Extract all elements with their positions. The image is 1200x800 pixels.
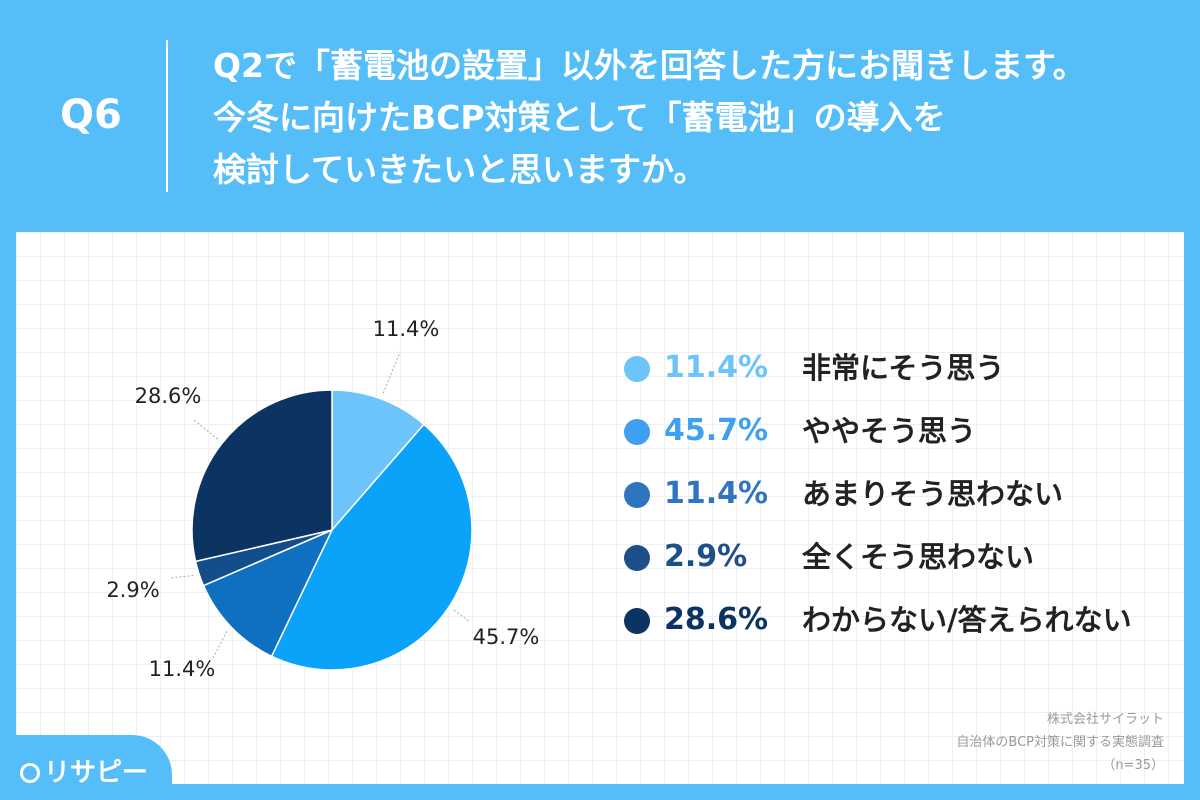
slice-data-label: 11.4% bbox=[149, 657, 216, 681]
header-divider bbox=[166, 40, 168, 192]
leader-line bbox=[382, 351, 401, 394]
pie-slice bbox=[331, 389, 425, 533]
legend-value: 11.4% bbox=[664, 350, 769, 385]
header: Q6 Q2で「蓄電池の設置」以外を回答した方にお聞きします。 今冬に向けたBCP… bbox=[0, 0, 1200, 232]
legend-label: ややそう思う bbox=[802, 414, 977, 448]
question-line: 検討していきたいと思いますか。 bbox=[213, 150, 707, 189]
legend-dot bbox=[624, 482, 650, 508]
legend-label: 非常にそう思う bbox=[802, 351, 1005, 385]
question-text: Q2で「蓄電池の設置」以外を回答した方にお聞きします。 今冬に向けたBCP対策と… bbox=[213, 40, 1173, 196]
question-line: Q2で「蓄電池の設置」以外を回答した方にお聞きします。 bbox=[213, 46, 1086, 85]
legend-value: 28.6% bbox=[664, 602, 769, 637]
leader-line bbox=[169, 575, 194, 579]
source-note: 株式会社サイラット 自治体のBCP対策に関する実態調査 （n=35） bbox=[956, 708, 1164, 777]
slice-data-label: 2.9% bbox=[106, 578, 159, 602]
legend-value: 11.4% bbox=[664, 476, 769, 511]
legend-dot bbox=[624, 419, 650, 445]
logo: リサピー bbox=[20, 752, 148, 789]
question-line: 今冬に向けたBCP対策として「蓄電池」の導入を bbox=[213, 98, 946, 137]
legend-dot bbox=[624, 545, 650, 571]
source-survey: 自治体のBCP対策に関する実態調査 bbox=[956, 735, 1164, 750]
pie-slice bbox=[270, 423, 473, 671]
leader-line bbox=[193, 419, 219, 440]
source-n: （n=35） bbox=[1102, 758, 1164, 773]
legend-label: 全くそう思わない bbox=[802, 540, 1035, 574]
pin-icon bbox=[20, 763, 40, 783]
legend-value: 2.9% bbox=[664, 539, 748, 574]
slice-data-label: 45.7% bbox=[473, 625, 540, 649]
source-company: 株式会社サイラット bbox=[1046, 712, 1164, 727]
legend-dot bbox=[624, 608, 650, 634]
legend-dot bbox=[624, 356, 650, 382]
slice-data-label: 28.6% bbox=[135, 384, 202, 408]
logo-text: リサピー bbox=[44, 758, 149, 788]
leader-line bbox=[211, 631, 228, 661]
legend-value: 45.7% bbox=[664, 413, 769, 448]
legend-label: わからない/答えられない bbox=[802, 603, 1132, 637]
pie-slice bbox=[202, 528, 334, 658]
leader-line bbox=[453, 609, 471, 623]
pie-slice bbox=[191, 389, 333, 563]
legend-label: あまりそう思わない bbox=[802, 477, 1064, 511]
slice-data-label: 11.4% bbox=[373, 317, 440, 341]
question-number: Q6 bbox=[60, 92, 122, 138]
